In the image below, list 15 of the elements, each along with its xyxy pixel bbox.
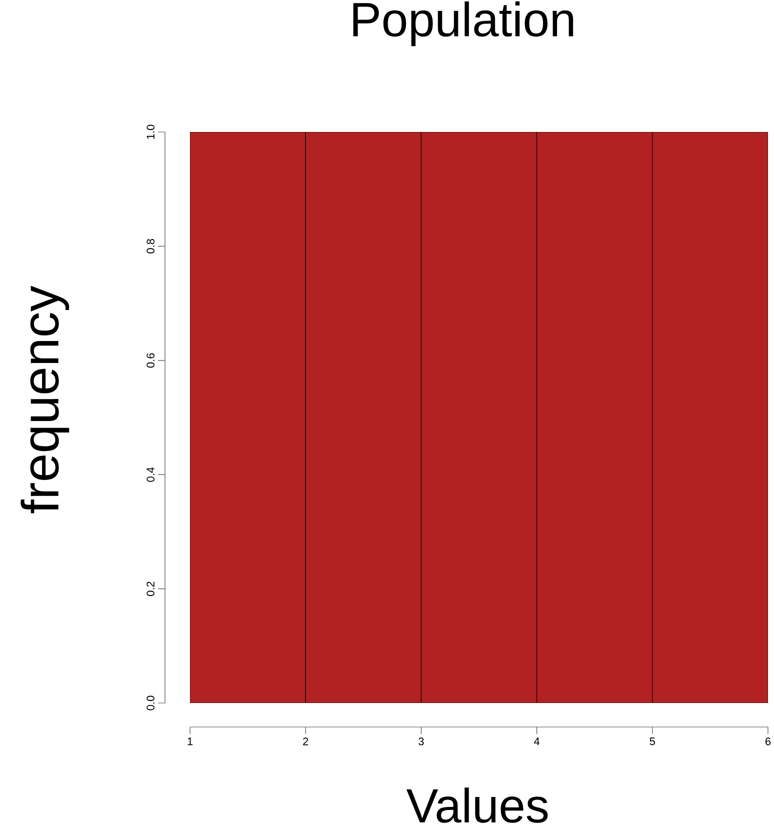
x-tick-label: 2 [303,738,308,746]
x-tick-label: 6 [765,738,771,746]
y-tick-label: 0.6 [146,353,154,368]
y-tick-label: 0.0 [146,696,154,710]
y-tick-label: 0.4 [146,467,154,482]
chart-title: Population [353,1,574,46]
x-tick-label: 4 [534,738,540,746]
y-tick-label: 0.8 [146,239,154,254]
y-tick-label: 1.0 [146,124,154,139]
y-tick-label: 0.2 [146,582,154,596]
x-tick-label: 1 [188,738,193,746]
x-axis-title: Values [406,788,548,823]
x-tick-label: 3 [418,738,424,746]
y-axis-title: frequency [20,286,70,514]
x-tick-label: 5 [650,738,655,746]
